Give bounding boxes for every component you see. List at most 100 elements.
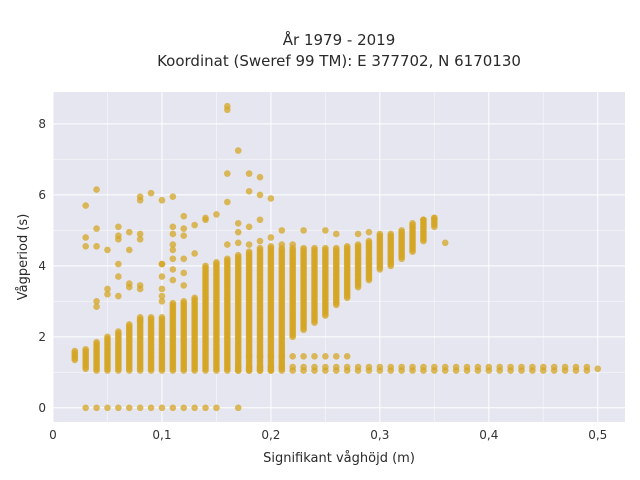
data-point — [387, 363, 395, 371]
data-point — [245, 223, 253, 231]
data-point — [104, 246, 111, 254]
x-tick-label: 0,5 — [588, 428, 607, 442]
data-point — [300, 227, 307, 234]
data-point — [311, 363, 318, 371]
data-point — [256, 237, 264, 245]
data-point — [245, 188, 253, 195]
data-point — [409, 363, 416, 371]
data-point — [158, 298, 166, 305]
data-point — [158, 196, 166, 204]
data-point — [169, 193, 177, 200]
data-point — [202, 216, 209, 224]
data-point — [158, 292, 166, 300]
data-point — [147, 189, 155, 197]
y-tick-label: 8 — [38, 117, 46, 131]
data-point — [115, 260, 122, 268]
data-point — [561, 363, 569, 371]
data-point — [311, 244, 318, 252]
data-point — [234, 363, 242, 371]
data-point — [256, 244, 264, 252]
data-point — [267, 243, 275, 250]
data-point — [322, 227, 329, 234]
data-point — [234, 251, 242, 259]
data-point — [158, 285, 166, 293]
data-point — [245, 248, 253, 255]
data-point — [125, 228, 133, 236]
data-point — [169, 266, 177, 273]
data-point — [441, 363, 449, 371]
data-point — [234, 239, 242, 247]
data-point — [125, 321, 133, 328]
data-point — [343, 353, 351, 360]
y-tick-label: 0 — [38, 401, 46, 415]
data-point — [169, 276, 177, 284]
data-points — [71, 102, 602, 412]
data-point — [213, 259, 220, 266]
data-point — [245, 353, 253, 360]
data-point — [213, 211, 220, 218]
data-point — [93, 303, 100, 310]
data-point — [93, 186, 100, 193]
data-point — [213, 404, 220, 412]
data-point — [278, 227, 286, 234]
data-point — [431, 214, 438, 222]
data-point — [278, 363, 286, 371]
data-point — [332, 353, 340, 360]
data-point — [136, 235, 144, 243]
data-point — [180, 255, 188, 263]
data-point — [485, 363, 493, 371]
data-point — [136, 196, 144, 204]
data-point — [322, 244, 329, 252]
data-point — [180, 232, 188, 240]
x-tick-label: 0,4 — [479, 428, 498, 442]
data-point — [354, 363, 362, 371]
data-point — [343, 363, 351, 371]
data-point — [300, 363, 307, 371]
data-point — [191, 250, 198, 257]
data-point — [245, 170, 253, 177]
data-point — [180, 225, 188, 232]
data-point — [82, 345, 89, 353]
data-point — [169, 246, 177, 254]
data-point — [300, 244, 307, 252]
data-point — [191, 404, 198, 412]
data-point — [125, 246, 133, 254]
data-point — [365, 363, 373, 371]
data-point — [332, 363, 340, 371]
data-point — [224, 170, 231, 177]
data-point — [104, 290, 111, 298]
x-tick-label: 0,3 — [370, 428, 389, 442]
data-point — [115, 235, 122, 243]
data-point — [365, 228, 373, 236]
data-point — [245, 241, 253, 248]
data-point — [104, 404, 111, 412]
data-point — [147, 314, 155, 321]
data-point — [169, 241, 177, 248]
data-point — [463, 363, 471, 371]
tick-labels: 0 0,1 0,2 0,3 0,4 0,5 0 2 4 6 8 — [38, 117, 607, 442]
data-point — [529, 363, 536, 371]
x-tick-label: 0,2 — [261, 428, 280, 442]
data-point — [289, 353, 297, 360]
data-point — [136, 317, 144, 325]
data-point — [256, 353, 264, 360]
data-point — [245, 363, 253, 371]
data-point — [278, 353, 286, 360]
data-point — [387, 230, 395, 238]
data-point — [278, 241, 286, 248]
data-point — [93, 404, 100, 412]
data-point — [474, 363, 482, 371]
data-point — [452, 363, 460, 371]
data-point — [332, 244, 340, 252]
data-point — [289, 241, 297, 248]
x-axis-label: Signifikant våghöjd (m) — [263, 451, 415, 466]
data-point — [343, 243, 351, 250]
data-point — [256, 191, 264, 199]
data-point — [93, 243, 100, 250]
data-point — [136, 285, 144, 293]
data-point — [224, 255, 231, 263]
data-point — [125, 404, 133, 412]
data-point — [398, 363, 405, 371]
y-tick-label: 4 — [38, 259, 46, 273]
